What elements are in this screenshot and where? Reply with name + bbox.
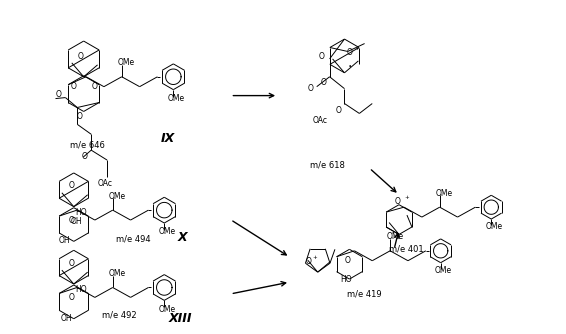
Text: m/e 401: m/e 401 [389,245,424,254]
Text: OMe: OMe [386,232,403,241]
Text: +: + [313,255,318,260]
Text: OMe: OMe [436,189,453,198]
Text: OMe: OMe [168,94,185,103]
Text: IX: IX [161,132,175,145]
Text: HO: HO [76,286,87,295]
Text: XIII: XIII [169,312,192,325]
Text: OH: OH [61,314,72,323]
Text: O: O [91,82,97,91]
Text: O: O [70,82,76,91]
Text: O: O [82,152,87,161]
Text: m/e 419: m/e 419 [348,290,382,299]
Text: +: + [404,195,409,200]
Text: +: + [354,46,359,51]
Text: O: O [306,257,312,266]
Text: O: O [69,259,75,268]
Text: O: O [69,216,75,225]
Text: O: O [336,106,341,115]
Text: O: O [395,197,401,206]
Text: HO: HO [76,208,87,217]
Text: X: X [178,231,187,244]
Text: O: O [76,112,82,121]
Text: OMe: OMe [158,305,175,314]
Text: OMe: OMe [109,269,126,278]
Text: ·: · [347,60,351,74]
Text: OH: OH [71,216,82,225]
Text: O: O [69,181,75,190]
Text: O: O [55,90,61,99]
Text: O: O [308,84,314,93]
Text: OMe: OMe [485,222,503,231]
Text: OMe: OMe [109,192,126,201]
Text: m/e 646: m/e 646 [70,141,105,150]
Text: HO: HO [341,275,352,284]
Text: OAc: OAc [97,179,112,188]
Text: m/e 618: m/e 618 [310,161,345,170]
Text: OMe: OMe [118,58,135,67]
Text: OMe: OMe [435,266,452,275]
Text: O: O [69,293,75,302]
Text: OH: OH [59,236,70,245]
Text: m/e 492: m/e 492 [101,310,136,319]
Text: O: O [346,48,353,57]
Text: OMe: OMe [158,227,175,236]
Text: O: O [321,78,327,87]
Text: O: O [345,256,350,265]
Text: O: O [319,52,324,61]
Text: m/e 494: m/e 494 [117,235,151,244]
Text: OAc: OAc [313,116,328,125]
Text: O: O [78,52,84,61]
